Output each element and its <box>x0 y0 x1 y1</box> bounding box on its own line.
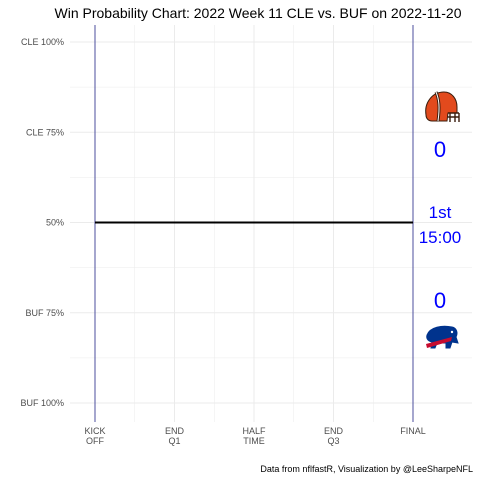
x-tick-label: HALF TIME <box>242 426 266 446</box>
y-axis-ticks: CLE 100% CLE 75% 50% BUF 75% BUF 100% <box>20 37 64 408</box>
x-tick-label: END Q3 <box>324 426 344 446</box>
cleveland-browns-helmet-icon <box>425 91 460 122</box>
chart-title: Win Probability Chart: 2022 Week 11 CLE … <box>55 5 462 21</box>
home-score: 0 <box>434 137 446 162</box>
x-tick-label: FINAL <box>400 426 426 436</box>
y-tick-label: CLE 75% <box>26 127 64 137</box>
away-score: 0 <box>434 288 446 313</box>
buffalo-bills-logo-icon <box>426 325 459 349</box>
x-tick-label: KICK OFF <box>84 426 105 446</box>
y-tick-label: 50% <box>46 218 64 228</box>
y-tick-label: CLE 100% <box>21 37 64 47</box>
y-tick-label: BUF 100% <box>20 398 64 408</box>
x-tick-label: END Q1 <box>165 426 185 446</box>
y-tick-label: BUF 75% <box>25 308 64 318</box>
chart-caption: Data from nflfastR, Visualization by @Le… <box>260 464 473 474</box>
x-axis-ticks: KICK OFF END Q1 HALF TIME END Q3 FINAL <box>84 426 425 446</box>
quarter-label: 1st <box>429 203 452 222</box>
game-clock: 15:00 <box>419 228 462 247</box>
